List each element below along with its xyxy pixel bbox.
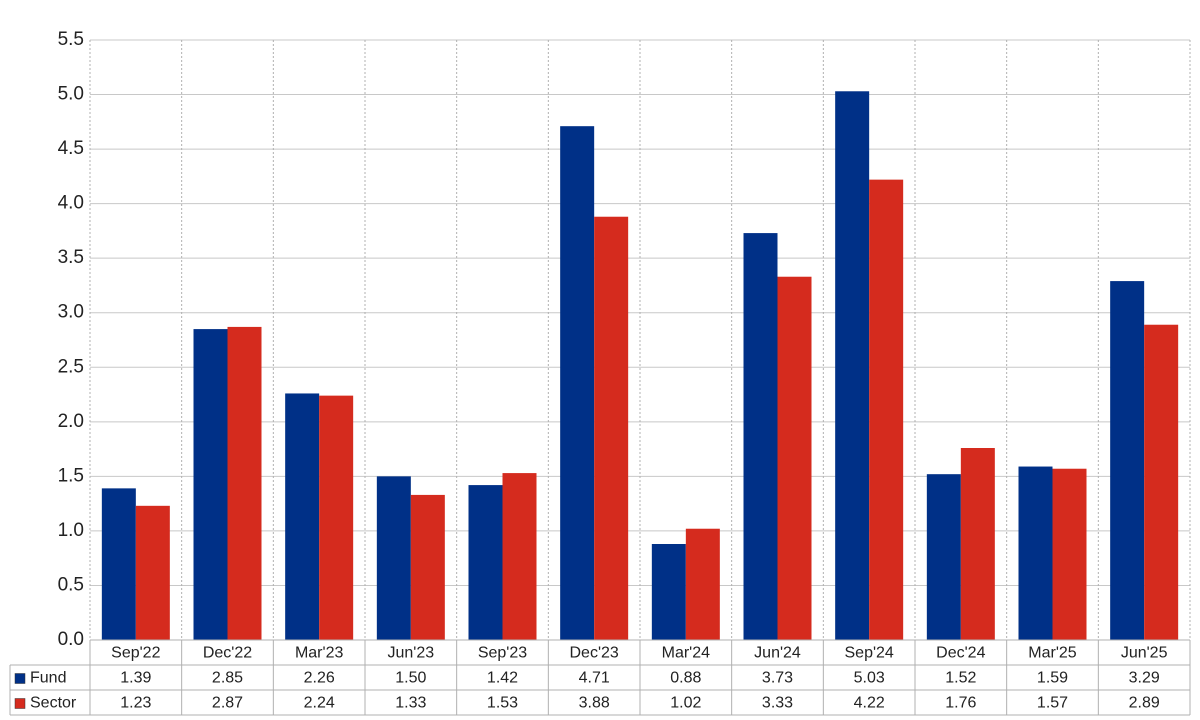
bar: [135, 505, 170, 640]
legend-label: Fund: [30, 670, 66, 687]
bar: [227, 326, 262, 640]
table-value: 5.03: [854, 670, 885, 687]
x-tick-label: Jun'25: [1121, 645, 1168, 662]
bar: [926, 474, 961, 640]
bar: [560, 126, 595, 640]
table-value: 4.71: [579, 670, 610, 687]
legend-label: Sector: [30, 695, 77, 712]
bar: [685, 528, 720, 640]
y-tick-label: 1.0: [58, 520, 84, 541]
bar: [285, 393, 320, 640]
bar: [376, 476, 411, 640]
x-tick-label: Dec'23: [570, 645, 619, 662]
table-value: 2.89: [1129, 695, 1160, 712]
bar: [960, 448, 995, 640]
table-value: 4.22: [854, 695, 885, 712]
bar: [1052, 468, 1087, 640]
bar: [410, 494, 445, 640]
y-tick-label: 4.0: [58, 193, 84, 214]
table-value: 3.33: [762, 695, 793, 712]
table-value: 1.53: [487, 695, 518, 712]
bar: [1018, 466, 1053, 640]
x-tick-label: Mar'23: [295, 645, 344, 662]
y-tick-label: 1.5: [58, 465, 84, 486]
table-value: 2.85: [212, 670, 243, 687]
y-tick-label: 3.5: [58, 247, 84, 268]
table-value: 2.26: [304, 670, 335, 687]
y-tick-label: 5.5: [58, 29, 84, 50]
table-value: 1.52: [945, 670, 976, 687]
table-value: 1.50: [395, 670, 426, 687]
x-tick-label: Sep'23: [478, 645, 527, 662]
bar: [502, 473, 537, 640]
table-value: 1.02: [670, 695, 701, 712]
x-tick-label: Mar'24: [662, 645, 711, 662]
x-tick-label: Sep'22: [111, 645, 160, 662]
bar: [777, 276, 812, 640]
table-value: 1.76: [945, 695, 976, 712]
bar: [1144, 324, 1179, 640]
table-value: 3.29: [1129, 670, 1160, 687]
y-tick-label: 0.5: [58, 574, 84, 595]
x-tick-label: Dec'22: [203, 645, 252, 662]
y-tick-label: 4.5: [58, 138, 84, 159]
bar: [869, 179, 904, 641]
bar: [468, 485, 503, 640]
legend-swatch: [14, 698, 26, 709]
table-value: 1.23: [120, 695, 151, 712]
legend-swatch: [14, 673, 26, 684]
bar: [319, 395, 354, 640]
bar: [594, 216, 629, 640]
y-tick-label: 5.0: [58, 84, 84, 105]
x-tick-label: Mar'25: [1028, 645, 1077, 662]
table-value: 1.42: [487, 670, 518, 687]
table-value: 3.88: [579, 695, 610, 712]
y-tick-label: 2.5: [58, 356, 84, 377]
x-tick-label: Dec'24: [936, 645, 985, 662]
table-value: 1.33: [395, 695, 426, 712]
y-tick-label: 0.0: [58, 629, 84, 650]
bar: [651, 544, 686, 640]
table-value: 1.39: [120, 670, 151, 687]
table-value: 1.57: [1037, 695, 1068, 712]
bar: [1110, 281, 1145, 640]
y-tick-label: 3.0: [58, 302, 84, 323]
table-value: 2.24: [304, 695, 335, 712]
bar: [743, 233, 778, 640]
bar: [835, 91, 870, 641]
table-value: 2.87: [212, 695, 243, 712]
table-value: 0.88: [670, 670, 701, 687]
x-tick-label: Jun'23: [388, 645, 435, 662]
bar: [193, 329, 228, 640]
x-tick-label: Jun'24: [754, 645, 801, 662]
table-value: 1.59: [1037, 670, 1068, 687]
x-tick-label: Sep'24: [845, 645, 894, 662]
table-value: 3.73: [762, 670, 793, 687]
y-tick-label: 2.0: [58, 411, 84, 432]
bar: [101, 488, 136, 640]
